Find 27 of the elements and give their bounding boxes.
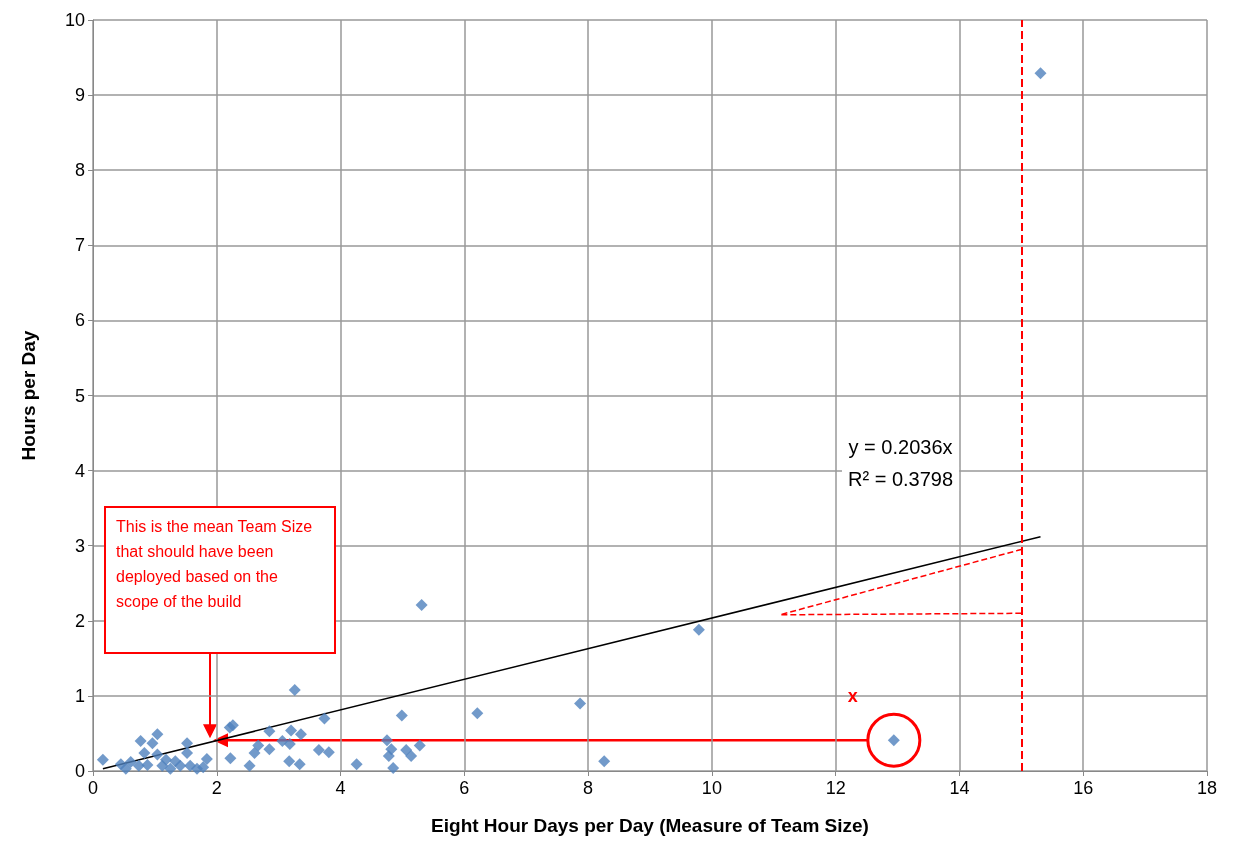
y-tick-label: 6 xyxy=(74,310,85,331)
y-axis-title: Hours per Day xyxy=(18,330,39,461)
y-tick-label: 4 xyxy=(74,460,85,481)
x-tick-label: 2 xyxy=(211,778,222,798)
y-tick-label: 5 xyxy=(74,385,85,406)
x-tick-label: 18 xyxy=(1196,778,1218,798)
y-tick-label: 1 xyxy=(74,685,85,706)
x-tick-label: 6 xyxy=(459,778,470,798)
x-tick-label: 12 xyxy=(825,778,846,798)
y-tick-label: 7 xyxy=(74,235,85,256)
x-tick-label: 0 xyxy=(87,778,99,798)
y-tick-label: 0 xyxy=(74,761,85,781)
x-tick-label: 8 xyxy=(583,778,594,798)
x-tick-label: 16 xyxy=(1073,778,1094,798)
y-tick-label: 9 xyxy=(74,85,85,106)
annotation: x xyxy=(847,686,858,708)
y-tick-label: 2 xyxy=(74,610,85,631)
y-tick-label: 10 xyxy=(64,10,85,30)
annotation: y = 0.2036x xyxy=(848,435,953,458)
y-tick-label: 8 xyxy=(74,160,85,181)
x-tick-label: 14 xyxy=(949,778,970,798)
x-axis-title: Eight Hour Days per Day (Measure of Team Size) xyxy=(431,815,869,836)
annotation: This is the mean Team Size that should have been deployed based on the scope of the build xyxy=(116,517,314,612)
y-tick-label: 3 xyxy=(74,535,85,556)
x-tick-label: 10 xyxy=(701,778,722,798)
annotation: R² = 0.3798 xyxy=(847,467,954,490)
x-tick-label: 4 xyxy=(335,778,346,798)
